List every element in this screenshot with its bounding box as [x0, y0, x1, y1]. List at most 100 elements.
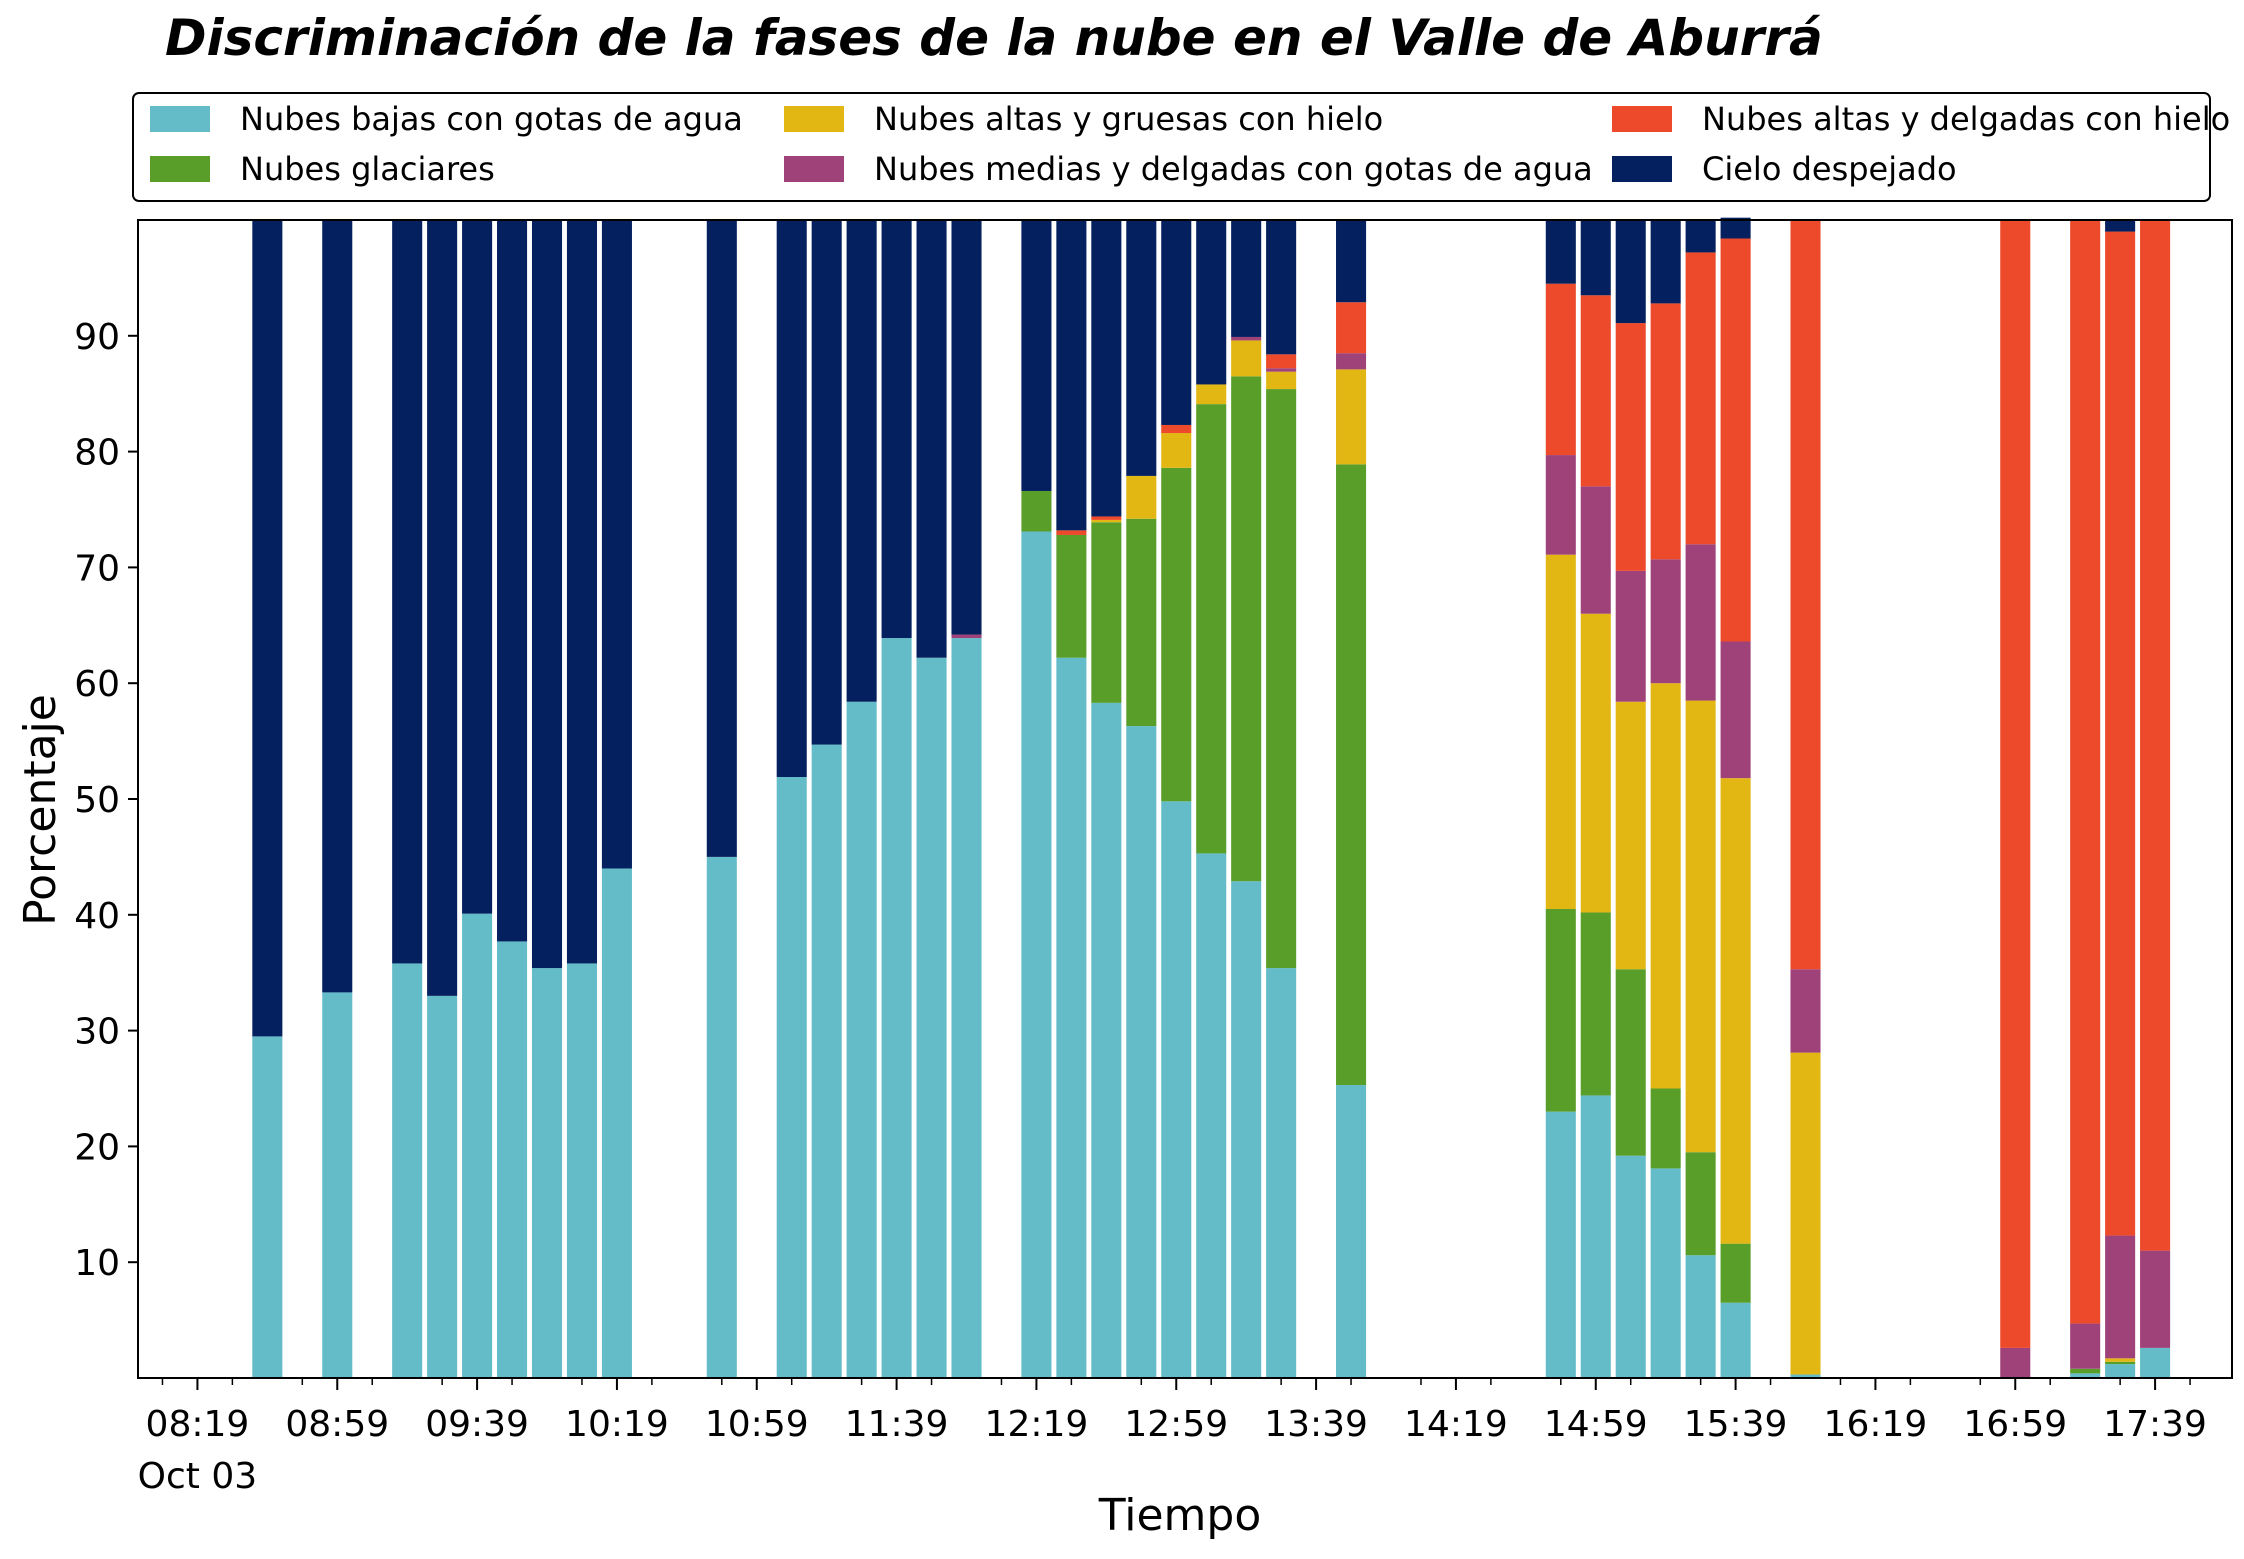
bar-segment — [1790, 969, 1821, 1053]
bar-segment — [916, 657, 947, 1378]
bar-segment — [1685, 1255, 1716, 1378]
bar-segment — [1790, 1374, 1821, 1378]
bar-segment — [1545, 220, 1576, 284]
legend-label: Nubes altas y delgadas con hielo — [1702, 100, 2230, 138]
x-tick-label: 15:39 — [1684, 1404, 1788, 1445]
bar-segment — [2105, 231, 2136, 1236]
bar-segment — [1580, 295, 1611, 487]
bar-segment — [1091, 522, 1122, 703]
bar-segment — [1650, 559, 1681, 684]
bar-segment — [1720, 1302, 1751, 1378]
bar-segment — [1266, 354, 1297, 369]
bar-segment — [1615, 323, 1646, 571]
bar-segment — [1056, 657, 1087, 1378]
bar-segment — [1615, 220, 1646, 324]
bar-segment — [1790, 1052, 1821, 1375]
legend-swatch — [1612, 156, 1672, 182]
bar-segment — [2070, 220, 2101, 1324]
x-tick-label: 14:59 — [1544, 1404, 1648, 1445]
bar-segment — [951, 220, 982, 635]
bar-segment — [1266, 220, 1297, 355]
bar-segment — [706, 856, 737, 1378]
bar-segment — [1021, 490, 1052, 532]
bar-segment — [1196, 404, 1227, 854]
bar-segment — [1650, 303, 1681, 560]
bar-segment — [881, 220, 912, 639]
bar-segment — [1231, 376, 1262, 882]
bar-segment — [1161, 220, 1192, 425]
bar-segment — [706, 220, 737, 857]
bar-segment — [1685, 700, 1716, 1153]
bar-segment — [392, 963, 423, 1378]
y-tick-label: 70 — [74, 548, 120, 589]
bar-segment — [2140, 1347, 2171, 1378]
bar-segment — [1336, 369, 1367, 465]
x-tick-label: 10:59 — [705, 1404, 809, 1445]
bar-segment — [1720, 778, 1751, 1244]
bar-segment — [1685, 220, 1716, 253]
bar-segment — [462, 913, 493, 1378]
legend-swatch — [1612, 106, 1672, 132]
bar-segment — [811, 220, 842, 745]
bar-segment — [1790, 220, 1821, 970]
x-axis: 08:19 Oct 03 08:59 09:39 10:19 10:59 11:39 12:1… — [138, 1378, 2207, 1497]
bar-segment — [881, 638, 912, 1378]
bar-segment — [601, 868, 632, 1378]
bar-segment — [2140, 220, 2171, 1251]
bar-segment — [1091, 220, 1122, 517]
bar-segment — [1161, 424, 1192, 434]
bar-segment — [1231, 340, 1262, 377]
bar-segment — [1091, 519, 1122, 523]
y-tick-label: 60 — [74, 664, 120, 705]
bar-segment — [1580, 613, 1611, 913]
bars — [252, 217, 2171, 1378]
bar-segment — [1545, 455, 1576, 555]
bar-segment — [1650, 1088, 1681, 1169]
bar-segment — [1615, 969, 1646, 1156]
bar-segment — [1056, 534, 1087, 658]
y-tick-label: 50 — [74, 780, 120, 821]
legend-label: Nubes altas y gruesas con hielo — [874, 100, 1383, 138]
bar-segment — [1161, 467, 1192, 802]
bar-segment — [1580, 1095, 1611, 1378]
bar-segment — [427, 995, 458, 1378]
bar-segment — [1336, 1085, 1367, 1378]
bar-segment — [427, 220, 458, 996]
bar-segment — [1091, 516, 1122, 520]
bar-segment — [1720, 641, 1751, 779]
x-tick-label: 12:59 — [1124, 1404, 1228, 1445]
bar-segment — [1336, 353, 1367, 370]
legend-label: Nubes medias y delgadas con gotas de agu… — [874, 150, 1593, 188]
bar-segment — [1231, 220, 1262, 337]
bar-segment — [1650, 1168, 1681, 1378]
x-tick-date-label: Oct 03 — [138, 1456, 258, 1497]
y-axis: 10 20 30 40 50 60 70 80 90 — [74, 317, 138, 1284]
bar-segment — [1615, 701, 1646, 970]
x-tick-label: 11:39 — [845, 1404, 949, 1445]
bar-segment — [1580, 486, 1611, 614]
bar-segment — [1545, 554, 1576, 910]
bar-segment — [1545, 1111, 1576, 1378]
legend-swatch — [784, 106, 844, 132]
bar-segment — [1685, 1152, 1716, 1256]
bar-segment — [1685, 544, 1716, 701]
bar-segment — [1545, 909, 1576, 1112]
bar-segment — [951, 638, 982, 1378]
x-tick-label: 16:59 — [1963, 1404, 2067, 1445]
bar-segment — [1021, 220, 1052, 491]
bar-segment — [1196, 384, 1227, 405]
legend-swatch — [150, 106, 210, 132]
bar-segment — [1056, 530, 1087, 535]
bar-segment — [1336, 220, 1367, 303]
legend-swatch — [150, 156, 210, 182]
bar-segment — [2105, 1364, 2136, 1378]
legend: Nubes bajas con gotas de agua Nubes glaci… — [132, 92, 2230, 202]
x-tick-label: 12:19 — [985, 1404, 1089, 1445]
x-tick-label: 09:39 — [425, 1404, 529, 1445]
bar-segment — [1580, 912, 1611, 1096]
bar-segment — [1231, 881, 1262, 1378]
bar-segment — [566, 963, 597, 1378]
bar-segment — [1161, 433, 1192, 468]
bar-segment — [566, 220, 597, 964]
bar-segment — [2105, 220, 2136, 232]
